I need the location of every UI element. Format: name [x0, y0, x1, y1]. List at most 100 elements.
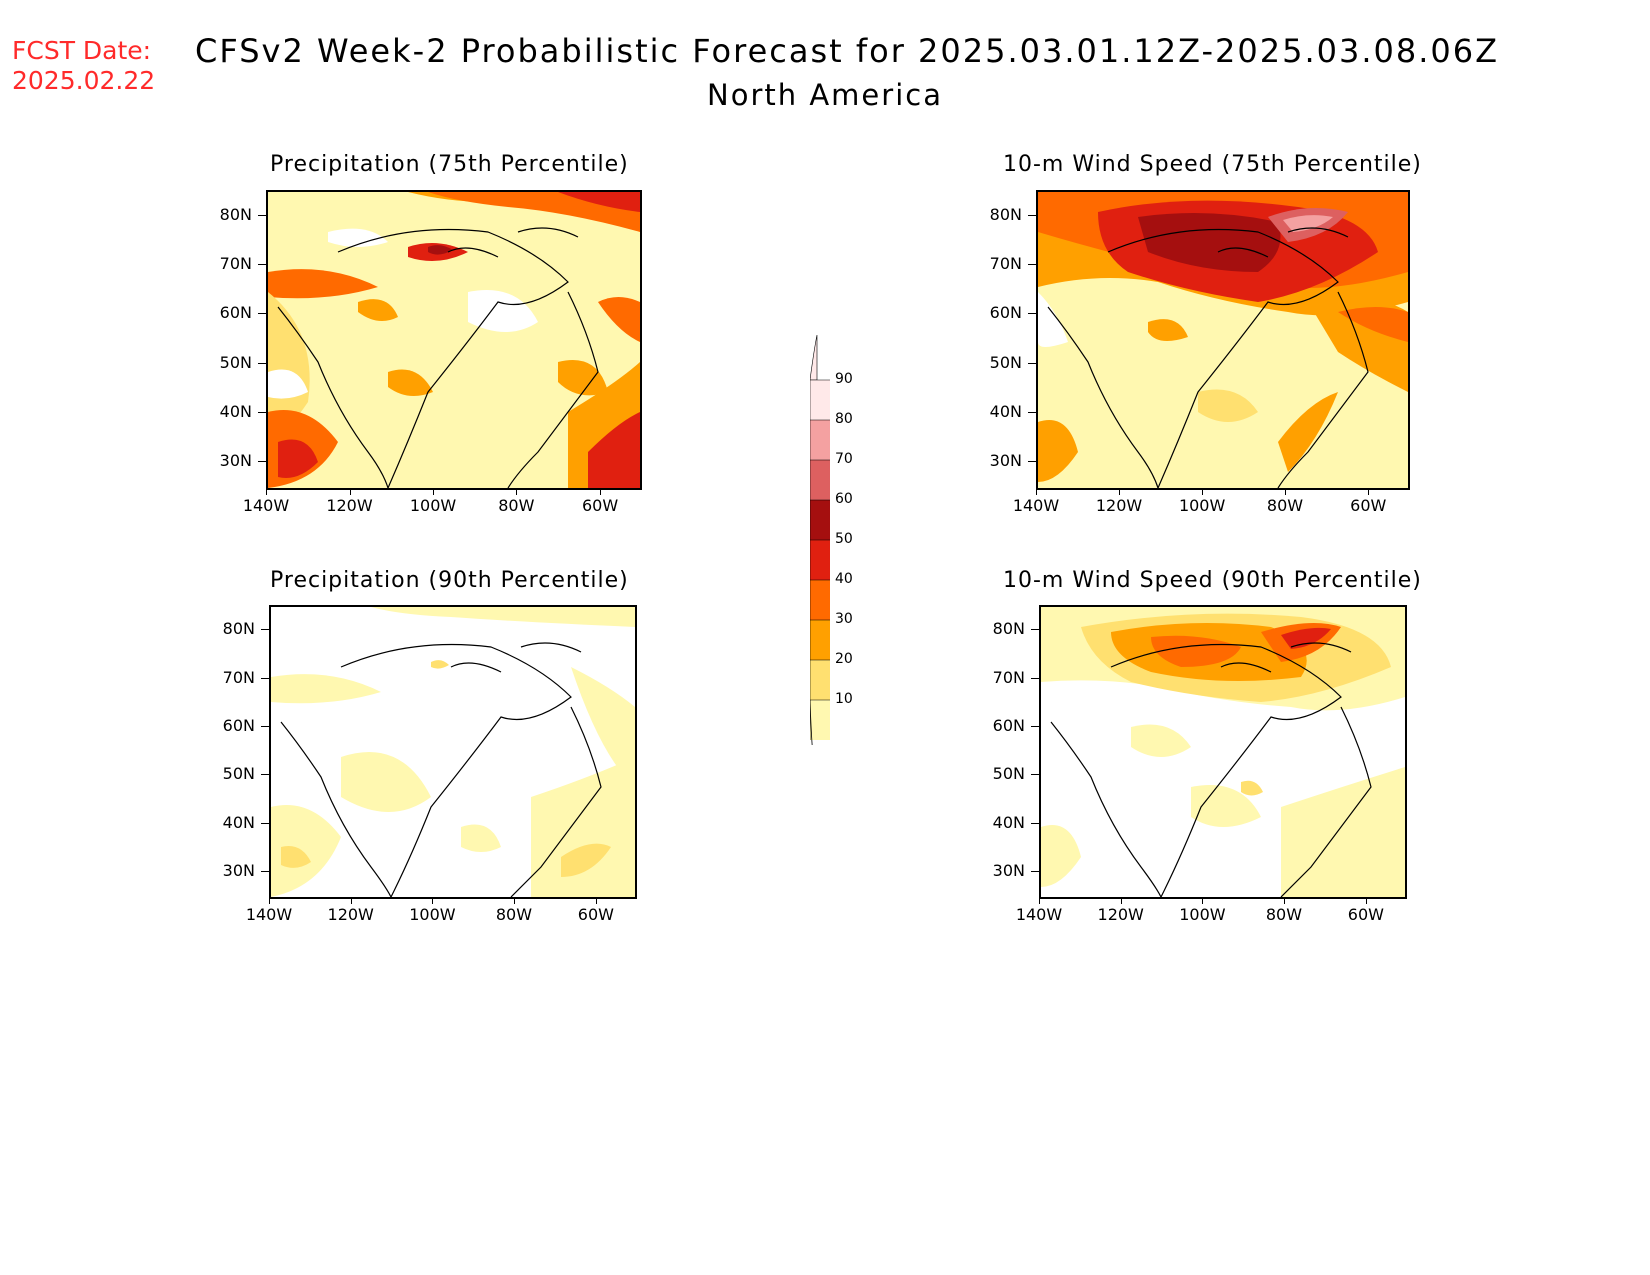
lon-tick [1285, 488, 1286, 495]
lon-label: 100W [1179, 905, 1226, 924]
lat-label: 30N [989, 451, 1022, 471]
lat-tick [1031, 677, 1039, 679]
lon-label: 120W [1095, 496, 1143, 515]
lat-label: 80N [989, 204, 1022, 224]
lon-tick [349, 488, 351, 495]
lat-label: 40N [222, 812, 255, 832]
lon-tick [1202, 488, 1204, 495]
lon-label: 60W [581, 496, 619, 515]
lat-label: 70N [989, 254, 1022, 273]
lat-tick [258, 214, 266, 216]
colorbar-swatch [810, 660, 830, 700]
lat-label: 70N [219, 254, 252, 273]
lat-label: 60N [989, 303, 1022, 323]
lon-label: 120W [326, 496, 373, 515]
lat-label: 40N [992, 812, 1025, 832]
lon-tick [1119, 488, 1121, 495]
lat-tick [1031, 870, 1039, 872]
lat-label: 50N [992, 764, 1025, 784]
lon-label: 100W [409, 496, 457, 515]
lon-tick [1368, 488, 1370, 495]
lon-label: 80W [495, 905, 533, 924]
lat-tick [258, 461, 266, 463]
fcst-date-block: FCST Date: 2025.02.22 [12, 36, 155, 96]
lat-tick [261, 822, 269, 824]
panel-title-wind75: 10-m Wind Speed (75th Percentile) [1003, 152, 1422, 177]
lon-label: 60W [577, 905, 614, 924]
panel-title-precip75: Precipitation (75th Percentile) [270, 152, 629, 177]
lon-tick [433, 488, 435, 495]
lat-tick [1031, 774, 1039, 776]
page-title: CFSv2 Week-2 Probabilistic Forecast for … [195, 32, 1500, 70]
lat-label: 60N [992, 715, 1025, 735]
lon-tick [269, 897, 270, 904]
lon-tick [1039, 897, 1040, 904]
map-precip90 [269, 605, 637, 899]
lon-label: 60W [1347, 905, 1384, 924]
page-subtitle: North America [707, 78, 943, 112]
lon-label: 140W [245, 905, 293, 924]
lat-tick [1031, 725, 1039, 727]
lon-tick [432, 897, 434, 904]
lat-label: 80N [222, 619, 255, 639]
colorbar-level-label: 20 [835, 651, 853, 667]
lat-tick [258, 313, 266, 315]
lat-label: 30N [992, 860, 1025, 880]
fcst-date-value: 2025.02.22 [12, 66, 156, 95]
colorbar [809, 334, 850, 781]
colorbar-swatch [810, 540, 830, 580]
lon-label: 140W [242, 496, 290, 515]
lon-tick [516, 488, 518, 495]
map-precip75 [266, 190, 642, 490]
colorbar-top-arrow [809, 334, 818, 381]
lon-label: 80W [1266, 496, 1304, 515]
colorbar-level-label: 10 [835, 691, 853, 707]
map-wind75 [1036, 190, 1410, 490]
lat-label: 40N [989, 402, 1022, 421]
panel-title-wind90: 10-m Wind Speed (90th Percentile) [1003, 568, 1422, 593]
lat-tick [1028, 214, 1036, 216]
lat-tick [261, 870, 269, 872]
lat-tick [1031, 822, 1039, 824]
map-wind90-canvas [1041, 607, 1405, 897]
colorbar-swatch [810, 620, 830, 660]
lat-label: 50N [989, 352, 1022, 372]
lat-tick [258, 412, 266, 413]
colorbar-level-label: 70 [835, 451, 853, 467]
colorbar-level-label: 90 [835, 371, 853, 387]
lon-tick [1283, 897, 1285, 904]
colorbar-swatch [810, 500, 830, 540]
colorbar-level-label: 60 [835, 491, 853, 507]
lat-label: 70N [992, 667, 1025, 687]
lon-tick [1365, 897, 1367, 904]
lon-label: 100W [409, 905, 456, 924]
lat-tick [1028, 264, 1036, 265]
lat-label: 80N [992, 619, 1025, 639]
lon-tick [1036, 488, 1037, 495]
colorbar-swatch [810, 380, 830, 420]
lat-tick [258, 264, 266, 265]
colorbar-swatch [810, 460, 830, 500]
colorbar-graphic [809, 334, 830, 781]
lat-tick [1031, 629, 1039, 631]
colorbar-level-label: 80 [835, 411, 853, 427]
lat-label: 30N [219, 451, 252, 471]
colorbar-level-label: 50 [835, 531, 853, 547]
lat-label: 60N [219, 303, 252, 323]
lat-label: 40N [219, 402, 252, 421]
lon-tick [513, 897, 515, 904]
lon-label: 80W [498, 496, 535, 515]
lat-tick [261, 677, 269, 679]
lat-tick [1028, 461, 1036, 463]
lon-tick [1120, 897, 1122, 904]
lon-label: 140W [1015, 905, 1063, 924]
colorbar-level-label: 30 [835, 611, 853, 627]
lon-tick [600, 488, 602, 495]
lat-label: 30N [222, 860, 255, 880]
lat-tick [261, 629, 269, 631]
lat-label: 50N [222, 764, 255, 784]
lon-tick [266, 488, 267, 495]
map-wind90 [1039, 605, 1407, 899]
lon-label: 140W [1012, 496, 1060, 515]
lon-label: 120W [327, 905, 374, 924]
